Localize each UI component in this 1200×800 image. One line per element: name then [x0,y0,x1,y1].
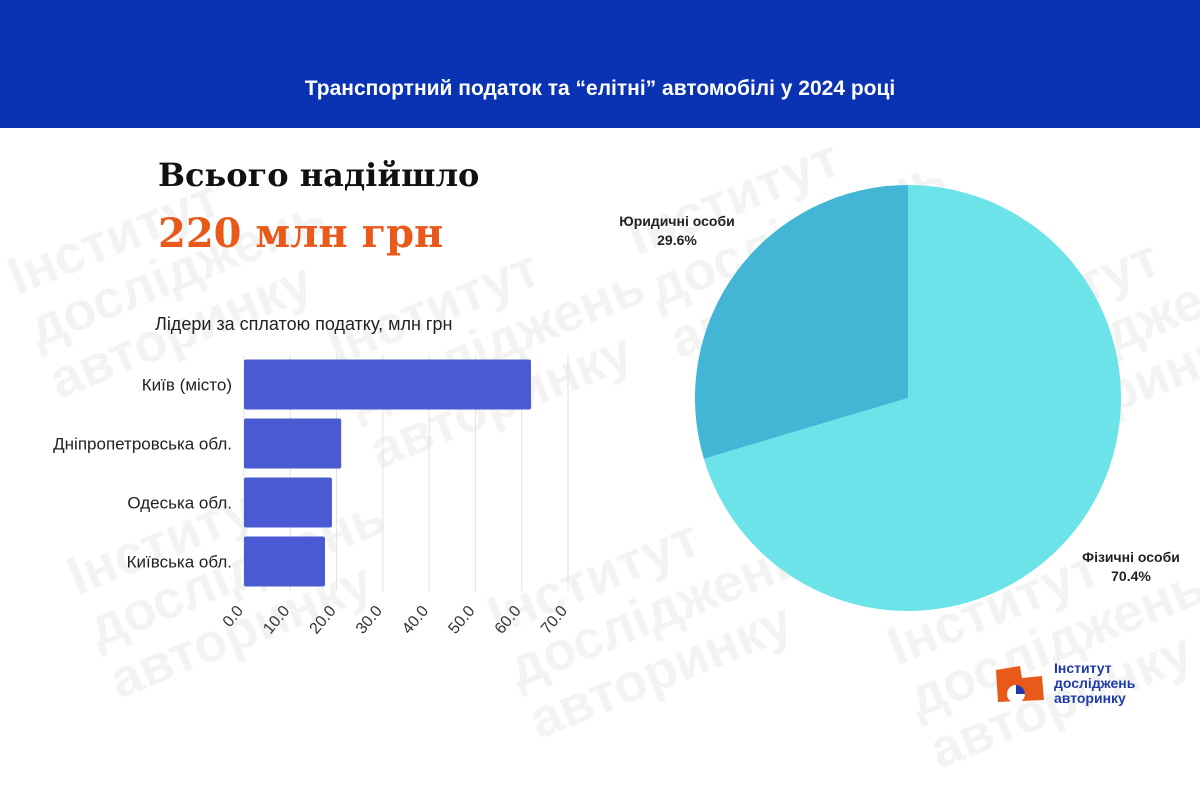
bar [244,477,332,528]
logo-icon [996,666,1044,703]
pie-slice [703,185,1121,611]
bar [244,359,531,410]
x-tick-label: 40.0 [399,603,432,638]
total-value: 220 млн грн [158,210,444,257]
pie-slice [695,185,908,459]
category-label: Одеська обл. [127,494,232,513]
header-banner: Транспортний податок та “елітні” автомоб… [0,0,1200,128]
bar [244,418,342,469]
pie-chart [695,185,1121,611]
logo: Інститут досліджень авторинку [992,660,1135,706]
x-tick-label: 0.0 [220,603,247,631]
page-title: Транспортний податок та “елітні” автомоб… [304,77,896,100]
pie-label-individual: Фізичні особи 70.4% [1082,549,1180,584]
category-label: Дніпропетровська обл. [53,435,232,454]
x-tick-label: 30.0 [353,603,386,638]
bar-chart: 0.0 10.0 20.0 30.0 40.0 50.0 60.0 70.0 Київ (міс… [53,355,571,638]
x-tick-label: 10.0 [260,603,293,638]
total-label: Всього надійшло [158,156,480,194]
category-label: Київ (місто) [142,376,232,395]
bar-chart-title: Лідери за сплатою податку, млн грн [155,314,453,334]
category-label: Київська обл. [127,553,232,572]
pie-label-legal: Юридичні особи 29.6% [619,213,735,248]
x-tick-label: 20.0 [307,603,340,638]
x-tick-label: 50.0 [445,603,478,638]
x-tick-label: 60.0 [492,603,525,638]
x-tick-label: 70.0 [538,603,571,638]
bar [244,536,325,587]
